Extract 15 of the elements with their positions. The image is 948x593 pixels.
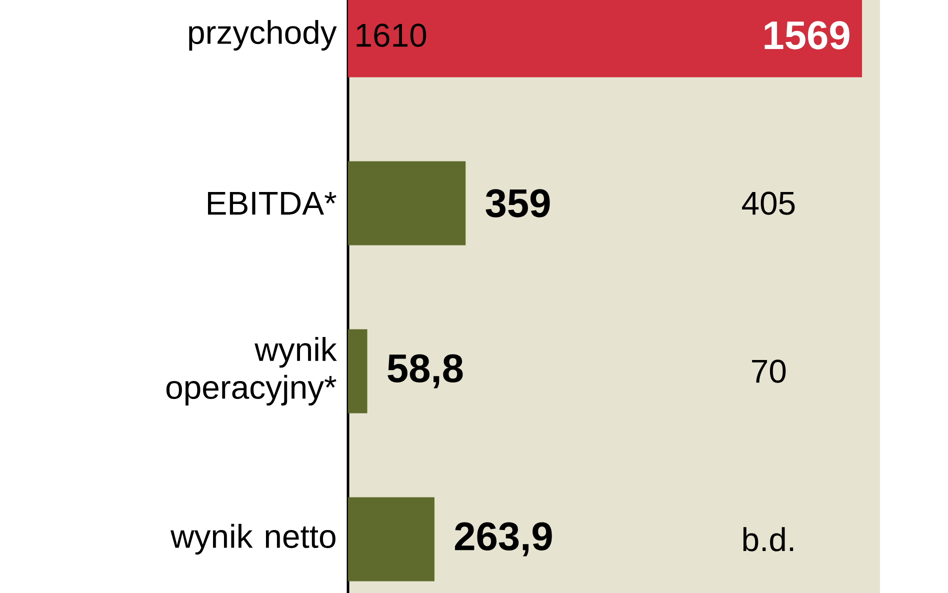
y-tick-label: wynik operacyjny*: [166, 336, 337, 406]
y-tick-label: przychody: [189, 20, 337, 51]
annotation: 70: [752, 360, 786, 383]
y-tick-label: wynik netto: [170, 524, 336, 555]
annotation: 1610: [356, 24, 426, 47]
annotation: 405: [742, 192, 795, 215]
data-label: 58,8: [388, 354, 463, 388]
bar: [348, 497, 434, 582]
data-label: 263,9: [454, 522, 552, 556]
data-label: 359: [486, 189, 550, 218]
annotation: b.d.: [743, 527, 794, 552]
data-label: 1569: [764, 21, 850, 50]
bar: [348, 161, 466, 246]
bar: [348, 329, 368, 414]
y-tick-label: EBITDA*: [208, 192, 336, 215]
